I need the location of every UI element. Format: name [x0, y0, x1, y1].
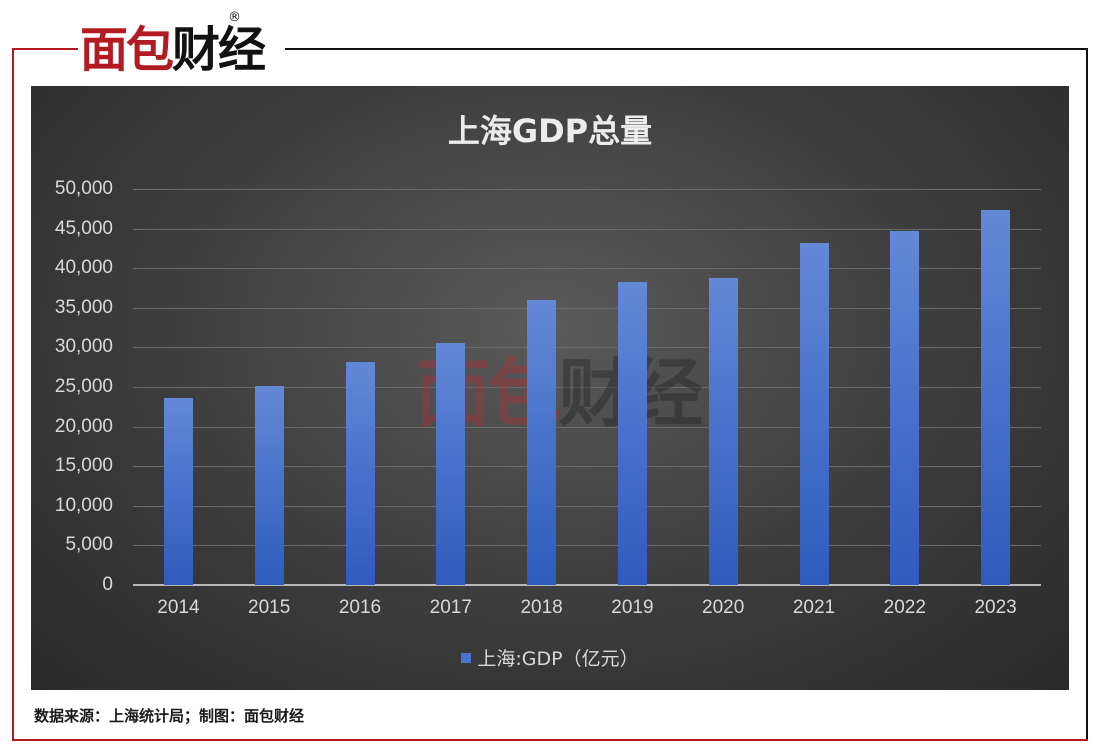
bar-2023 [981, 210, 1011, 585]
x-tick-label: 2022 [883, 597, 926, 618]
y-tick-label: 50,000 [54, 178, 113, 199]
bar-2014 [163, 398, 193, 585]
x-tick-label: 2021 [792, 597, 836, 618]
bar-2021 [799, 242, 829, 585]
chart-legend: 上海:GDP（亿元） [31, 644, 1069, 671]
brand-logo: ® 面包财经 [78, 10, 284, 86]
y-tick-label: 5,000 [65, 534, 113, 556]
gridline [133, 268, 1041, 270]
x-axis-line [133, 584, 1041, 586]
bar-2017 [436, 342, 466, 585]
gridline [133, 189, 1041, 190]
y-tick-label: 20,000 [54, 415, 113, 437]
chart-panel: 上海GDP总量 0 5,000 10,000 15,000 20,000 25,000 30… [31, 86, 1069, 690]
bar-2022 [890, 230, 920, 585]
x-tick-label: 2019 [611, 597, 654, 618]
gridline [133, 307, 1041, 309]
logo-part2: 财经 [172, 22, 266, 78]
bar-2015 [254, 386, 284, 585]
bar-2018 [527, 299, 557, 585]
gridline [133, 228, 1041, 230]
y-tick-label: 40,000 [54, 257, 113, 279]
gridline [133, 466, 1041, 468]
chart-title: 上海GDP总量 [447, 112, 653, 150]
x-tick-label: 2018 [520, 597, 563, 618]
x-tick-label: 2020 [702, 597, 745, 618]
x-tick-label: 2014 [157, 597, 200, 618]
gridline [133, 505, 1041, 507]
frame-bottom [12, 739, 1088, 741]
x-tick-label: 2016 [338, 597, 382, 618]
logo-text: 面包财经 [80, 22, 266, 78]
frame-right [1086, 48, 1088, 741]
bar-2020 [708, 277, 738, 585]
y-tick-label: 35,000 [54, 296, 113, 318]
registered-mark: ® [228, 10, 241, 25]
y-tick-label: 10,000 [54, 494, 113, 516]
legend-swatch [461, 653, 472, 663]
y-tick-label: 0 [102, 574, 113, 595]
frame-top-left [12, 48, 78, 50]
x-tick-label: 2015 [248, 597, 291, 618]
bar-2016 [345, 361, 375, 585]
logo-part1: 面包 [80, 22, 174, 78]
gridline [133, 387, 1041, 388]
x-tick-label: 2023 [974, 597, 1017, 618]
source-note: 数据来源：上海统计局；制图：面包财经 [34, 707, 305, 725]
gridline [133, 545, 1041, 547]
frame-left [12, 48, 14, 741]
frame-top-right [285, 48, 1088, 50]
x-tick-label: 2017 [429, 597, 472, 618]
y-tick-label: 15,000 [54, 455, 113, 477]
y-tick-label: 45,000 [54, 217, 113, 239]
gridline [133, 426, 1041, 428]
gridline [133, 347, 1041, 349]
y-tick-label: 25,000 [54, 376, 113, 397]
bar-2019 [617, 282, 647, 585]
legend-label: 上海:GDP（亿元） [477, 648, 639, 670]
y-tick-label: 30,000 [54, 336, 113, 358]
